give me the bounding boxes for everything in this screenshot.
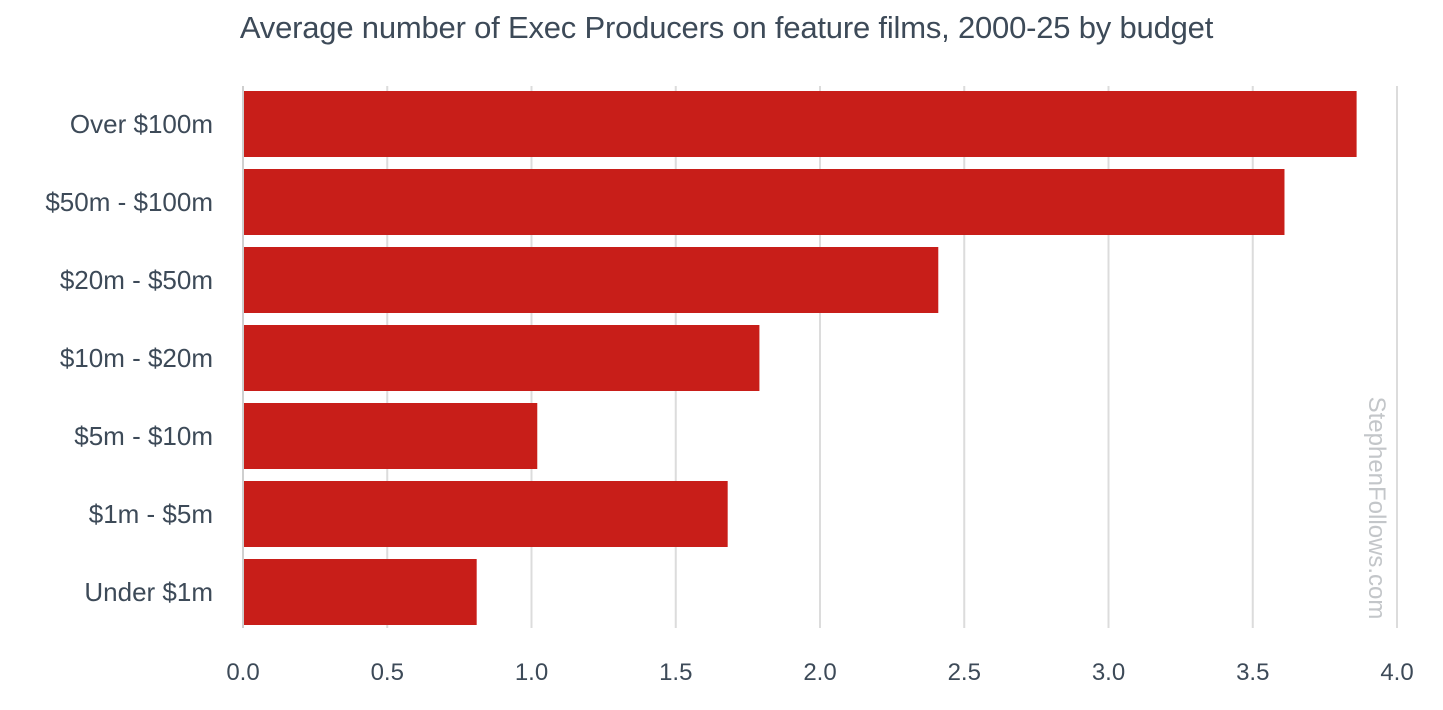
x-tick-label: 1.0 <box>515 659 548 686</box>
bar <box>244 169 1285 235</box>
bar <box>244 91 1357 157</box>
y-tick-label: Over $100m <box>70 109 213 139</box>
y-tick-label: $20m - $50m <box>60 265 213 295</box>
bar <box>244 403 538 469</box>
chart-title: Average number of Exec Producers on feat… <box>239 10 1214 45</box>
watermark: StephenFollows.com <box>1363 396 1390 620</box>
bar <box>244 481 728 547</box>
y-tick-label: $1m - $5m <box>89 499 213 529</box>
x-tick-label: 3.5 <box>1236 659 1269 686</box>
x-tick-label: 0.0 <box>226 659 259 686</box>
x-tick-label: 2.0 <box>803 659 836 686</box>
x-tick-labels: 0.0 0.5 1.0 1.5 2.0 2.5 3.0 3.5 4.0 <box>226 659 1413 686</box>
y-tick-label: $5m - $10m <box>74 421 213 451</box>
y-tick-label: $10m - $20m <box>60 343 213 373</box>
y-tick-label: Under $1m <box>84 577 213 607</box>
x-tick-label: 1.5 <box>659 659 692 686</box>
bar-layer <box>244 91 1357 625</box>
y-tick-label: $50m - $100m <box>45 187 213 217</box>
bar <box>244 247 939 313</box>
bar <box>244 325 760 391</box>
x-tick-label: 3.0 <box>1092 659 1125 686</box>
x-tick-label: 4.0 <box>1380 659 1413 686</box>
x-tick-label: 2.5 <box>948 659 981 686</box>
y-tick-labels: Over $100m $50m - $100m $20m - $50m $10m - … <box>45 109 213 607</box>
x-tick-label: 0.5 <box>371 659 404 686</box>
bar <box>244 559 477 625</box>
